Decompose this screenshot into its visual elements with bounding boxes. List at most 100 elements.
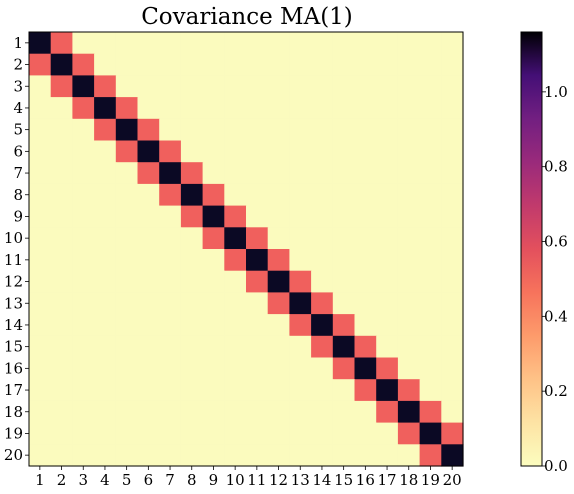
heatmap-cell: [332, 53, 356, 76]
heatmap-cell: [94, 335, 117, 359]
heatmap-cell: [289, 249, 312, 272]
heatmap-cell: [354, 314, 377, 337]
heatmap-cell: [289, 270, 312, 293]
heatmap-cell: [267, 379, 290, 402]
heatmap-cell: [202, 270, 225, 293]
heatmap-cell: [29, 400, 52, 424]
x-tick-label: 18: [399, 471, 418, 489]
heatmap-cell: [72, 97, 95, 120]
heatmap-cell: [137, 314, 160, 337]
heatmap-cell: [159, 97, 182, 120]
heatmap-cell: [29, 292, 52, 315]
heatmap-cell: [137, 292, 160, 315]
heatmap-cell: [441, 118, 464, 142]
heatmap-cell: [354, 32, 377, 55]
heatmap-cell: [332, 400, 356, 424]
heatmap-cell: [376, 314, 399, 337]
heatmap-cell: [289, 118, 312, 142]
heatmap-cell: [332, 75, 356, 98]
heatmap-cell: [354, 444, 377, 467]
heatmap-cell: [115, 118, 139, 142]
heatmap-cell: [50, 205, 73, 228]
heatmap-cell: [376, 422, 399, 445]
heatmap-cell: [397, 314, 421, 337]
heatmap-cell: [397, 422, 421, 445]
heatmap-cell: [397, 270, 421, 293]
heatmap-cell: [180, 97, 204, 120]
heatmap-cell: [397, 75, 421, 98]
heatmap-cell: [224, 292, 247, 315]
heatmap-cell: [289, 227, 312, 250]
heatmap-cell: [94, 379, 117, 402]
heatmap-cell: [246, 400, 269, 424]
heatmap-cell: [419, 314, 442, 337]
heatmap-cell: [397, 32, 421, 55]
heatmap-cell: [159, 400, 182, 424]
heatmap-cell: [289, 183, 312, 207]
heatmap-cell: [72, 422, 95, 445]
heatmap-cell: [72, 249, 95, 272]
heatmap-cell: [137, 357, 160, 380]
heatmap-cell: [289, 379, 312, 402]
heatmap-cell: [202, 249, 225, 272]
heatmap-cell: [376, 400, 399, 424]
heatmap-cell: [159, 162, 182, 185]
heatmap-cell: [376, 335, 399, 359]
x-tick-label: 17: [378, 471, 397, 489]
colorbar: 0.0 0.2 0.4 0.6 0.8 1.0: [520, 31, 568, 475]
heatmap-cell: [441, 53, 464, 76]
y-tick-label: 12: [4, 273, 23, 291]
heatmap-cell: [376, 32, 399, 55]
heatmap-cell: [311, 53, 334, 76]
heatmap-cell: [50, 183, 73, 207]
heatmap-cell: [419, 75, 442, 98]
heatmap-cell: [354, 270, 377, 293]
heatmap-cell: [354, 205, 377, 228]
heatmap-cell: [267, 75, 290, 98]
heatmap-cell: [180, 227, 204, 250]
plot-frame: [28, 31, 464, 467]
heatmap-cell: [397, 400, 421, 424]
heatmap-cell: [246, 75, 269, 98]
y-tick-label: 16: [4, 359, 23, 377]
heatmap-cell: [159, 270, 182, 293]
heatmap-cell: [354, 379, 377, 402]
heatmap-cell: [419, 357, 442, 380]
heatmap-cell: [397, 118, 421, 142]
heatmap-cell: [29, 357, 52, 380]
heatmap-cell: [376, 357, 399, 380]
heatmap-cell: [376, 249, 399, 272]
y-tick-label: 13: [4, 294, 23, 312]
heatmap-cell: [267, 292, 290, 315]
heatmap-cell: [224, 249, 247, 272]
heatmap-cell: [376, 444, 399, 467]
heatmap-cell: [267, 400, 290, 424]
heatmap-cell: [419, 140, 442, 163]
heatmap-cell: [267, 53, 290, 76]
heatmap-cell: [441, 205, 464, 228]
heatmap-cell: [29, 53, 52, 76]
heatmap-cell: [246, 357, 269, 380]
heatmap-cell: [115, 53, 139, 76]
heatmap-cell: [376, 379, 399, 402]
heatmap-cell: [224, 444, 247, 467]
heatmap-cell: [202, 75, 225, 98]
heatmap-cell: [224, 75, 247, 98]
heatmap-cell: [224, 162, 247, 185]
heatmap-cell: [441, 97, 464, 120]
y-tick-label: 2: [13, 56, 23, 74]
heatmap-cell: [246, 227, 269, 250]
heatmap-cell: [246, 444, 269, 467]
heatmap-cell: [72, 314, 95, 337]
heatmap-cell: [441, 357, 464, 380]
heatmap-cell: [441, 75, 464, 98]
heatmap-cell: [311, 270, 334, 293]
heatmap-cell: [202, 444, 225, 467]
heatmap-cell: [72, 270, 95, 293]
heatmap-cell: [29, 227, 52, 250]
heatmap-cell: [289, 357, 312, 380]
heatmap-cell: [376, 270, 399, 293]
heatmap-cell: [94, 118, 117, 142]
heatmap-cell: [137, 444, 160, 467]
